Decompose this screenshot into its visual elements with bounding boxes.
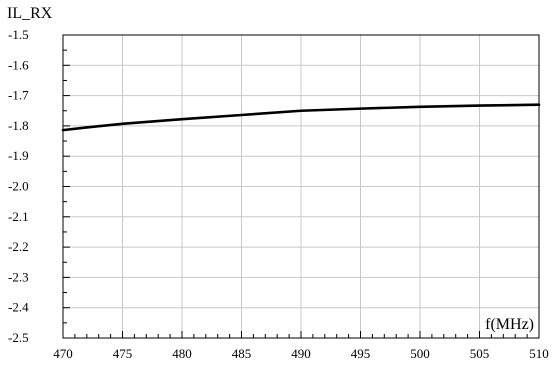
y-tick-label: -1.7 (8, 88, 29, 103)
x-tick-label: 500 (410, 346, 430, 361)
y-axis-title: IL_RX (7, 5, 53, 22)
x-tick-label: 505 (470, 346, 490, 361)
minor-ticks (62, 34, 540, 339)
y-tick-label: -2.0 (8, 179, 29, 194)
plot-area-frame (62, 34, 540, 339)
y-tick-labels: -1.5 -1.6 -1.7 -1.8 -1.9 -2.0 -2.1 -2.2 -2.3 -2.4… (8, 27, 29, 345)
y-tick-label: -2.4 (8, 300, 29, 315)
y-tick-label: -2.3 (8, 269, 29, 284)
y-tick-label: -1.8 (8, 118, 29, 133)
y-tick-label: -1.9 (8, 148, 29, 163)
y-tick-label: -1.5 (8, 27, 29, 42)
series-layer (61, 103, 541, 132)
grid (63, 35, 539, 338)
y-tick-label: -2.2 (8, 239, 29, 254)
x-tick-label: 485 (232, 346, 252, 361)
x-tick-label: 490 (291, 346, 311, 361)
x-axis-title: f(MHz) (485, 316, 534, 333)
y-tick-label: -2.5 (8, 330, 29, 345)
x-tick-label: 510 (529, 346, 549, 361)
y-tick-label: -2.1 (8, 209, 29, 224)
x-tick-label: 470 (53, 346, 73, 361)
x-tick-label: 495 (351, 346, 371, 361)
x-tick-labels: 470 475 480 485 490 495 500 505 510 (53, 346, 549, 361)
series-line (61, 103, 541, 132)
x-tick-label: 480 (172, 346, 192, 361)
y-tick-label: -1.6 (8, 57, 29, 72)
x-tick-label: 475 (113, 346, 133, 361)
